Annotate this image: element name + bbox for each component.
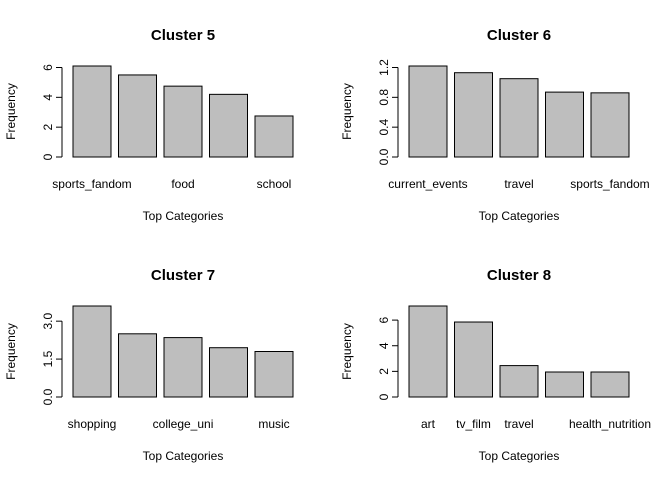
bar-1	[408, 305, 448, 398]
x-tick-label: shopping	[68, 417, 117, 431]
y-tick-label: 3.0	[41, 313, 55, 330]
x-tick-label: food	[171, 177, 194, 191]
x-tick-label: art	[421, 417, 436, 431]
y-tick-label: 0	[41, 153, 55, 160]
x-tick-label: health_nutrition	[569, 417, 651, 431]
y-tick-label: 1.2	[377, 59, 391, 76]
chart-panel-8: Cluster 8 art tv_film travel health_nutritio…	[340, 267, 651, 463]
bar-5	[590, 92, 630, 158]
y-tick-label: 4	[377, 342, 391, 349]
x-tick-label: school	[257, 177, 292, 191]
x-tick-label: current_events	[388, 177, 467, 191]
bar-4	[545, 91, 584, 158]
y-tick-label: 4	[41, 94, 55, 101]
bar-5	[254, 351, 294, 398]
y-tick-label: 0.4	[377, 118, 391, 135]
y-tick-label: 2	[41, 124, 55, 131]
bar-2	[454, 72, 493, 158]
chart-title: Cluster 7	[151, 267, 215, 284]
y-tick-label: 6	[41, 64, 55, 71]
bar-5	[254, 115, 294, 158]
y-tick-label: 1.5	[41, 350, 55, 367]
y-tick-label: 6	[377, 316, 391, 323]
bar-1	[72, 305, 112, 398]
chart-panel-6: Cluster 6 current_events travel sports_fand…	[340, 27, 650, 223]
chart-title: Cluster 5	[151, 27, 215, 44]
x-tick-label: travel	[504, 177, 533, 191]
y-tick-label: 0.8	[377, 89, 391, 106]
bar-4	[209, 93, 248, 158]
x-axis-label: Top Categories	[143, 209, 224, 223]
chart-title: Cluster 6	[487, 27, 551, 44]
bar-2	[118, 74, 157, 158]
x-tick-label: music	[258, 417, 289, 431]
bar-1	[72, 65, 112, 158]
y-tick-label: 2	[377, 368, 391, 375]
chart-panel-5: Cluster 5 sports_fandom food school 0 2 4 6 Freq…	[4, 27, 294, 223]
x-axis-label: Top Categories	[143, 449, 224, 463]
bar-2	[118, 333, 157, 398]
bar-1	[408, 65, 448, 158]
x-tick-label: tv_film	[456, 417, 491, 431]
chart-panel-7: Cluster 7 shopping college_uni music 0.0 1.5 3…	[4, 267, 294, 463]
y-tick-label: 0.0	[377, 148, 391, 165]
x-tick-label: travel	[504, 417, 533, 431]
y-axis-label: Frequency	[4, 83, 18, 140]
x-tick-label: sports_fandom	[570, 177, 649, 191]
bar-3	[499, 78, 539, 158]
bar-2	[454, 321, 493, 398]
y-axis-label: Frequency	[4, 323, 18, 380]
bar-4	[545, 371, 584, 398]
x-tick-label: college_uni	[153, 417, 214, 431]
x-tick-label: sports_fandom	[52, 177, 131, 191]
bar-3	[163, 337, 203, 398]
x-axis-label: Top Categories	[479, 209, 560, 223]
y-axis-label: Frequency	[340, 323, 354, 380]
x-axis-label: Top Categories	[479, 449, 560, 463]
bar-4	[209, 347, 248, 398]
y-axis-label: Frequency	[340, 83, 354, 140]
bar-3	[499, 365, 539, 398]
y-tick-label: 0.0	[41, 388, 55, 405]
bar-5	[590, 371, 630, 398]
bar-3	[163, 85, 203, 158]
chart-title: Cluster 8	[487, 267, 551, 284]
y-tick-label: 0	[377, 393, 391, 400]
